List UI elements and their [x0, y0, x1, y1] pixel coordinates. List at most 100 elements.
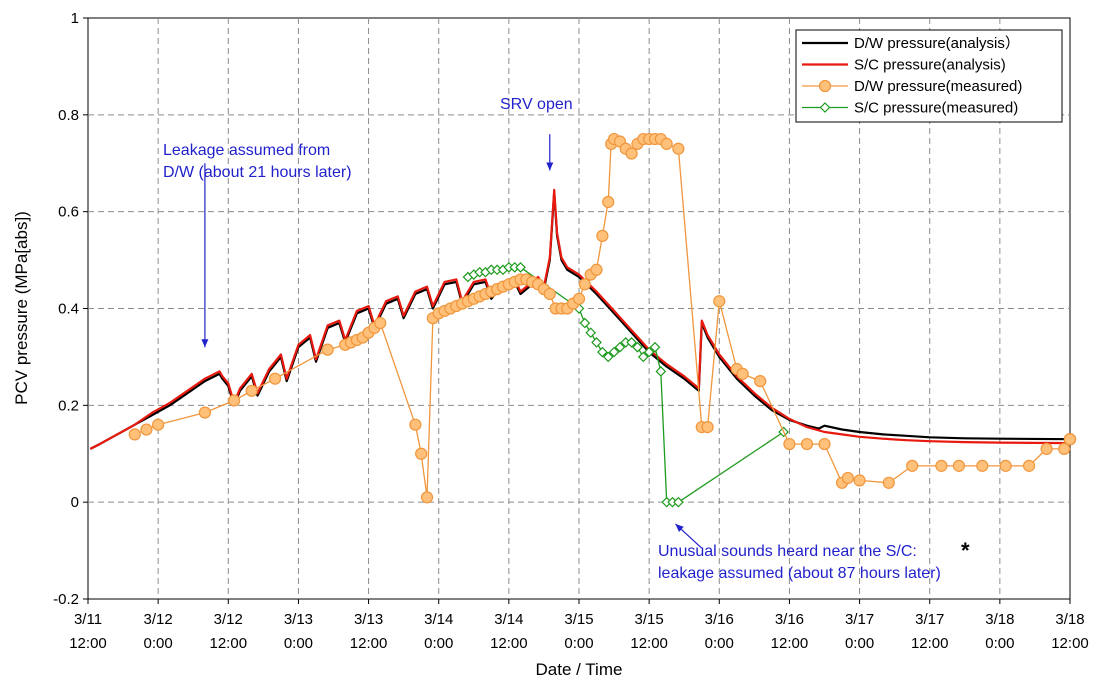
data-point [420, 491, 434, 504]
data-point [152, 418, 165, 431]
arrow-head [546, 162, 554, 171]
legend-label: S/C pressure(measured) [854, 100, 1018, 117]
legend: D/W pressure(analysis） S/C pressure(analy… [795, 29, 1063, 123]
y-axis-ticks: -0.2 0 0.2 0.4 0.6 0.8 1 [53, 10, 88, 608]
y-tick-label: 0.6 [58, 204, 79, 221]
asterisk-mark: * [961, 538, 970, 563]
legend-item: D/W pressure(measured) [802, 78, 1022, 95]
legend-item: S/C pressure(analysis) [802, 57, 1006, 74]
x-tick-label: 0:00 [144, 635, 173, 652]
x-tick-label: 3/12 [144, 611, 173, 628]
data-point [614, 341, 626, 353]
data-point [736, 367, 749, 380]
x-tick-label: 3/15 [564, 611, 593, 628]
data-point [626, 337, 637, 348]
legend-item: D/W pressure(analysis） [802, 35, 1020, 52]
x-tick-label: 3/13 [354, 611, 383, 628]
data-point [597, 346, 608, 358]
data-point [268, 372, 282, 385]
y-tick-label: 0 [71, 494, 79, 511]
annotation-2: SRV open [500, 96, 573, 171]
data-point [701, 421, 714, 434]
data-point [608, 346, 620, 358]
data-point [672, 142, 685, 155]
data-point [140, 423, 153, 436]
x-axis-ticks: 3/11 12:00 3/12 0:00 3/12 12:00 3/13 0:00 3/13 12… [69, 599, 1089, 652]
data-point [415, 447, 428, 460]
annotation-text: D/W (about 21 hours later) [163, 164, 352, 181]
x-tick-label: 0:00 [424, 635, 453, 652]
x-tick-label: 12:00 [490, 635, 528, 652]
y-tick-label: 1 [71, 10, 79, 27]
data-point [228, 394, 241, 407]
legend-box [795, 29, 1063, 123]
x-tick-label: 0:00 [284, 635, 313, 652]
data-point [673, 496, 684, 508]
x-tick-label: 0:00 [845, 635, 874, 652]
data-point [578, 278, 591, 291]
x-tick-label: 3/17 [915, 611, 944, 628]
y-tick-label: 0.2 [58, 397, 79, 414]
legend-marker [819, 102, 831, 113]
x-tick-label: 3/13 [284, 611, 313, 628]
legend-marker [818, 79, 832, 93]
data-point [713, 295, 726, 308]
data-point [409, 418, 422, 431]
data-point [321, 343, 334, 356]
data-point [800, 437, 814, 451]
x-tick-label: 3/15 [635, 611, 664, 628]
y-tick-label: 0.4 [58, 301, 79, 318]
x-tick-label: 3/16 [775, 611, 804, 628]
data-point [655, 366, 667, 377]
data-point [591, 337, 602, 348]
data-point [374, 316, 387, 330]
data-point [1022, 459, 1036, 472]
data-point [754, 375, 767, 388]
data-point [882, 476, 895, 489]
data-point [952, 459, 966, 472]
series-sc-analysis [89, 188, 1071, 450]
data-point [128, 428, 141, 441]
data-point [935, 459, 948, 472]
data-point [1063, 433, 1077, 446]
x-tick-label: 12:00 [69, 635, 107, 652]
arrow-head [675, 523, 684, 532]
data-point [841, 471, 854, 485]
data-point [906, 459, 919, 472]
x-tick-label: 0:00 [564, 635, 593, 652]
x-tick-label: 3/18 [1055, 611, 1084, 628]
data-point [643, 346, 655, 358]
x-tick-label: 3/12 [214, 611, 243, 628]
x-tick-label: 3/11 [74, 611, 102, 628]
data-point [783, 437, 796, 451]
x-axis-label: Date / Time [536, 660, 623, 679]
legend-label: D/W pressure(measured) [854, 78, 1022, 95]
x-tick-label: 12:00 [911, 635, 949, 652]
legend-label: S/C pressure(analysis) [854, 57, 1006, 74]
data-point [585, 327, 597, 339]
data-point [976, 459, 989, 472]
x-tick-label: 0:00 [705, 635, 734, 652]
legend-item: S/C pressure(measured) [802, 100, 1018, 117]
x-tick-label: 12:00 [210, 635, 248, 652]
x-tick-label: 0:00 [985, 635, 1014, 652]
data-point [579, 317, 591, 329]
x-tick-label: 12:00 [350, 635, 388, 652]
x-tick-label: 3/14 [494, 611, 523, 628]
data-point [596, 229, 609, 242]
x-tick-label: 12:00 [630, 635, 668, 652]
y-tick-label: -0.2 [53, 591, 79, 608]
series-sc-measured [462, 261, 789, 508]
x-tick-label: 3/17 [845, 611, 874, 628]
arrow-head [201, 339, 209, 348]
legend-label: D/W pressure(analysis） [854, 35, 1020, 52]
data-point [198, 406, 212, 419]
data-point [660, 137, 673, 150]
data-point [1040, 442, 1053, 456]
x-tick-label: 3/18 [985, 611, 1014, 628]
data-point [853, 474, 866, 487]
x-tick-label: 12:00 [771, 635, 809, 652]
series-line [89, 188, 1071, 450]
data-point [602, 351, 614, 363]
